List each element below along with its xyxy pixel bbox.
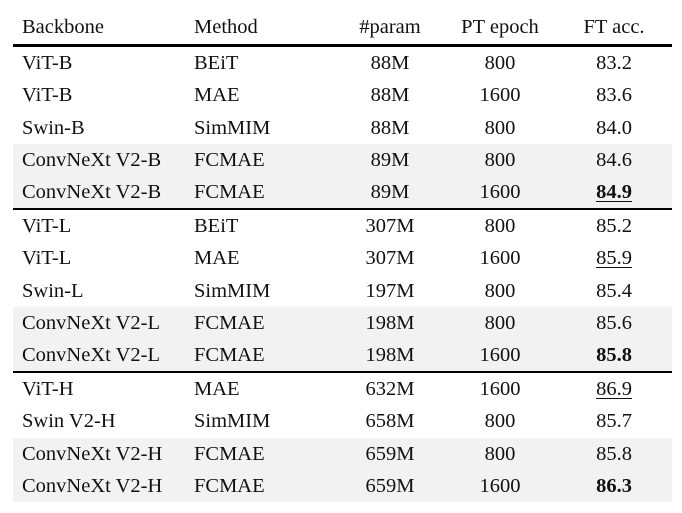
cell-param: 88M: [370, 84, 410, 107]
cell-acc: 84.6: [596, 148, 632, 171]
cell-method: FCMAE: [194, 148, 265, 171]
cell-backbone: Swin-L: [22, 279, 84, 302]
cell-epoch: 800: [484, 52, 516, 74]
cell-epoch: 800: [484, 116, 516, 139]
cell-backbone: ViT-H: [22, 377, 74, 400]
table-row: ConvNeXt V2-L FCMAE 198M 1600 85.8: [13, 339, 672, 372]
header-param: #param: [359, 16, 421, 38]
cell-param: 198M: [365, 344, 415, 367]
table-row: ViT-L BEiT 307M 800 85.2: [13, 210, 672, 242]
group-divider: [13, 371, 672, 373]
cell-acc: 85.6: [596, 311, 632, 334]
cell-epoch: 1600: [479, 344, 521, 367]
cell-backbone: ConvNeXt V2-B: [22, 148, 162, 171]
cell-param: 198M: [365, 311, 415, 334]
table-row: ViT-L MAE 307M 1600 85.9: [13, 242, 672, 274]
table-row: Swin V2-H SimMIM 658M 800 85.7: [13, 405, 672, 437]
cell-backbone: ConvNeXt V2-L: [22, 311, 160, 334]
cell-backbone: ViT-L: [22, 247, 72, 270]
cell-epoch: 800: [484, 410, 516, 433]
cell-param: 659M: [365, 442, 415, 465]
cell-acc: 84.9: [596, 181, 632, 204]
cell-param: 659M: [365, 474, 415, 497]
cell-method: SimMIM: [194, 410, 271, 433]
cell-param: 88M: [370, 116, 410, 139]
cell-epoch: 1600: [479, 474, 521, 497]
cell-method: FCMAE: [194, 311, 265, 334]
cell-acc: 84.0: [596, 116, 632, 139]
cell-epoch: 800: [484, 442, 516, 465]
cell-acc: 86.3: [596, 474, 632, 497]
table-row: ConvNeXt V2-B FCMAE 89M 1600 84.9: [13, 176, 672, 209]
header-pt-epoch: PT epoch: [461, 16, 539, 38]
cell-method: MAE: [194, 84, 240, 107]
cell-epoch: 800: [484, 311, 516, 334]
cell-param: 89M: [370, 181, 410, 204]
cell-epoch: 1600: [479, 377, 521, 400]
cell-method: FCMAE: [194, 442, 265, 465]
cell-param: 307M: [365, 247, 415, 270]
cell-epoch: 800: [484, 214, 516, 237]
group-divider: [13, 208, 672, 210]
cell-method: SimMIM: [194, 279, 271, 302]
cell-backbone: ConvNeXt V2-B: [22, 181, 162, 204]
table-row: ConvNeXt V2-B FCMAE 89M 800 84.6: [13, 143, 672, 177]
cell-backbone: ConvNeXt V2-H: [22, 442, 163, 465]
cell-epoch: 800: [484, 279, 516, 302]
cell-epoch: 1600: [479, 181, 521, 204]
table-row: ViT-B MAE 88M 1600 83.6: [13, 79, 672, 111]
cell-backbone: ViT-B: [22, 84, 73, 107]
cell-acc: 83.2: [596, 52, 632, 74]
cell-acc: 85.8: [596, 442, 632, 465]
cell-param: 632M: [365, 377, 415, 400]
cell-acc: 85.9: [596, 247, 632, 270]
table-body: ViT-B BEiT 88M 800 83.2 ViT-B MAE 88M 1600 83.6 Sw…: [13, 47, 672, 503]
cell-backbone: ViT-L: [22, 214, 72, 237]
cell-param: 89M: [370, 148, 410, 171]
cell-epoch: 1600: [479, 84, 521, 107]
cell-param: 658M: [365, 410, 415, 433]
table-row: Swin-L SimMIM 197M 800 85.4: [13, 275, 672, 307]
cell-param: 307M: [365, 214, 415, 237]
cell-method: FCMAE: [194, 474, 265, 497]
cell-epoch: 1600: [479, 247, 521, 270]
cell-param: 197M: [365, 279, 415, 302]
results-table: Backbone Method #param PT epoch FT acc. …: [13, 8, 672, 503]
header-backbone: Backbone: [22, 16, 104, 38]
cell-acc: 85.2: [596, 214, 632, 237]
header-ft-acc: FT acc.: [583, 16, 645, 38]
cell-backbone: Swin-B: [22, 116, 85, 139]
cell-method: FCMAE: [194, 344, 265, 367]
header-method: Method: [194, 16, 258, 38]
cell-acc: 83.6: [596, 84, 632, 107]
cell-backbone: ConvNeXt V2-H: [22, 474, 163, 497]
cell-acc: 85.7: [596, 410, 632, 433]
cell-backbone: ViT-B: [22, 52, 73, 74]
cell-method: BEiT: [194, 214, 239, 237]
table-row: ViT-B BEiT 88M 800 83.2: [13, 47, 672, 79]
cell-acc: 85.4: [596, 279, 632, 302]
table-row: ConvNeXt V2-H FCMAE 659M 800 85.8: [13, 437, 672, 470]
table-header-row: Backbone Method #param PT epoch FT acc.: [13, 8, 672, 44]
cell-backbone: Swin V2-H: [22, 410, 116, 433]
cell-acc: 86.9: [596, 377, 632, 400]
cell-method: MAE: [194, 247, 240, 270]
table-row: Swin-B SimMIM 88M 800 84.0: [13, 112, 672, 144]
table-row: ViT-H MAE 632M 1600 86.9: [13, 373, 672, 405]
cell-acc: 85.8: [596, 344, 632, 367]
header-rule: [13, 44, 672, 47]
table-row: ConvNeXt V2-L FCMAE 198M 800 85.6: [13, 306, 672, 340]
cell-param: 88M: [370, 52, 410, 74]
table-row: ConvNeXt V2-H FCMAE 659M 1600 86.3: [13, 469, 672, 503]
cell-method: BEiT: [194, 52, 239, 74]
cell-method: SimMIM: [194, 116, 271, 139]
cell-backbone: ConvNeXt V2-L: [22, 344, 160, 367]
cell-method: MAE: [194, 377, 240, 400]
cell-epoch: 800: [484, 148, 516, 171]
cell-method: FCMAE: [194, 181, 265, 204]
